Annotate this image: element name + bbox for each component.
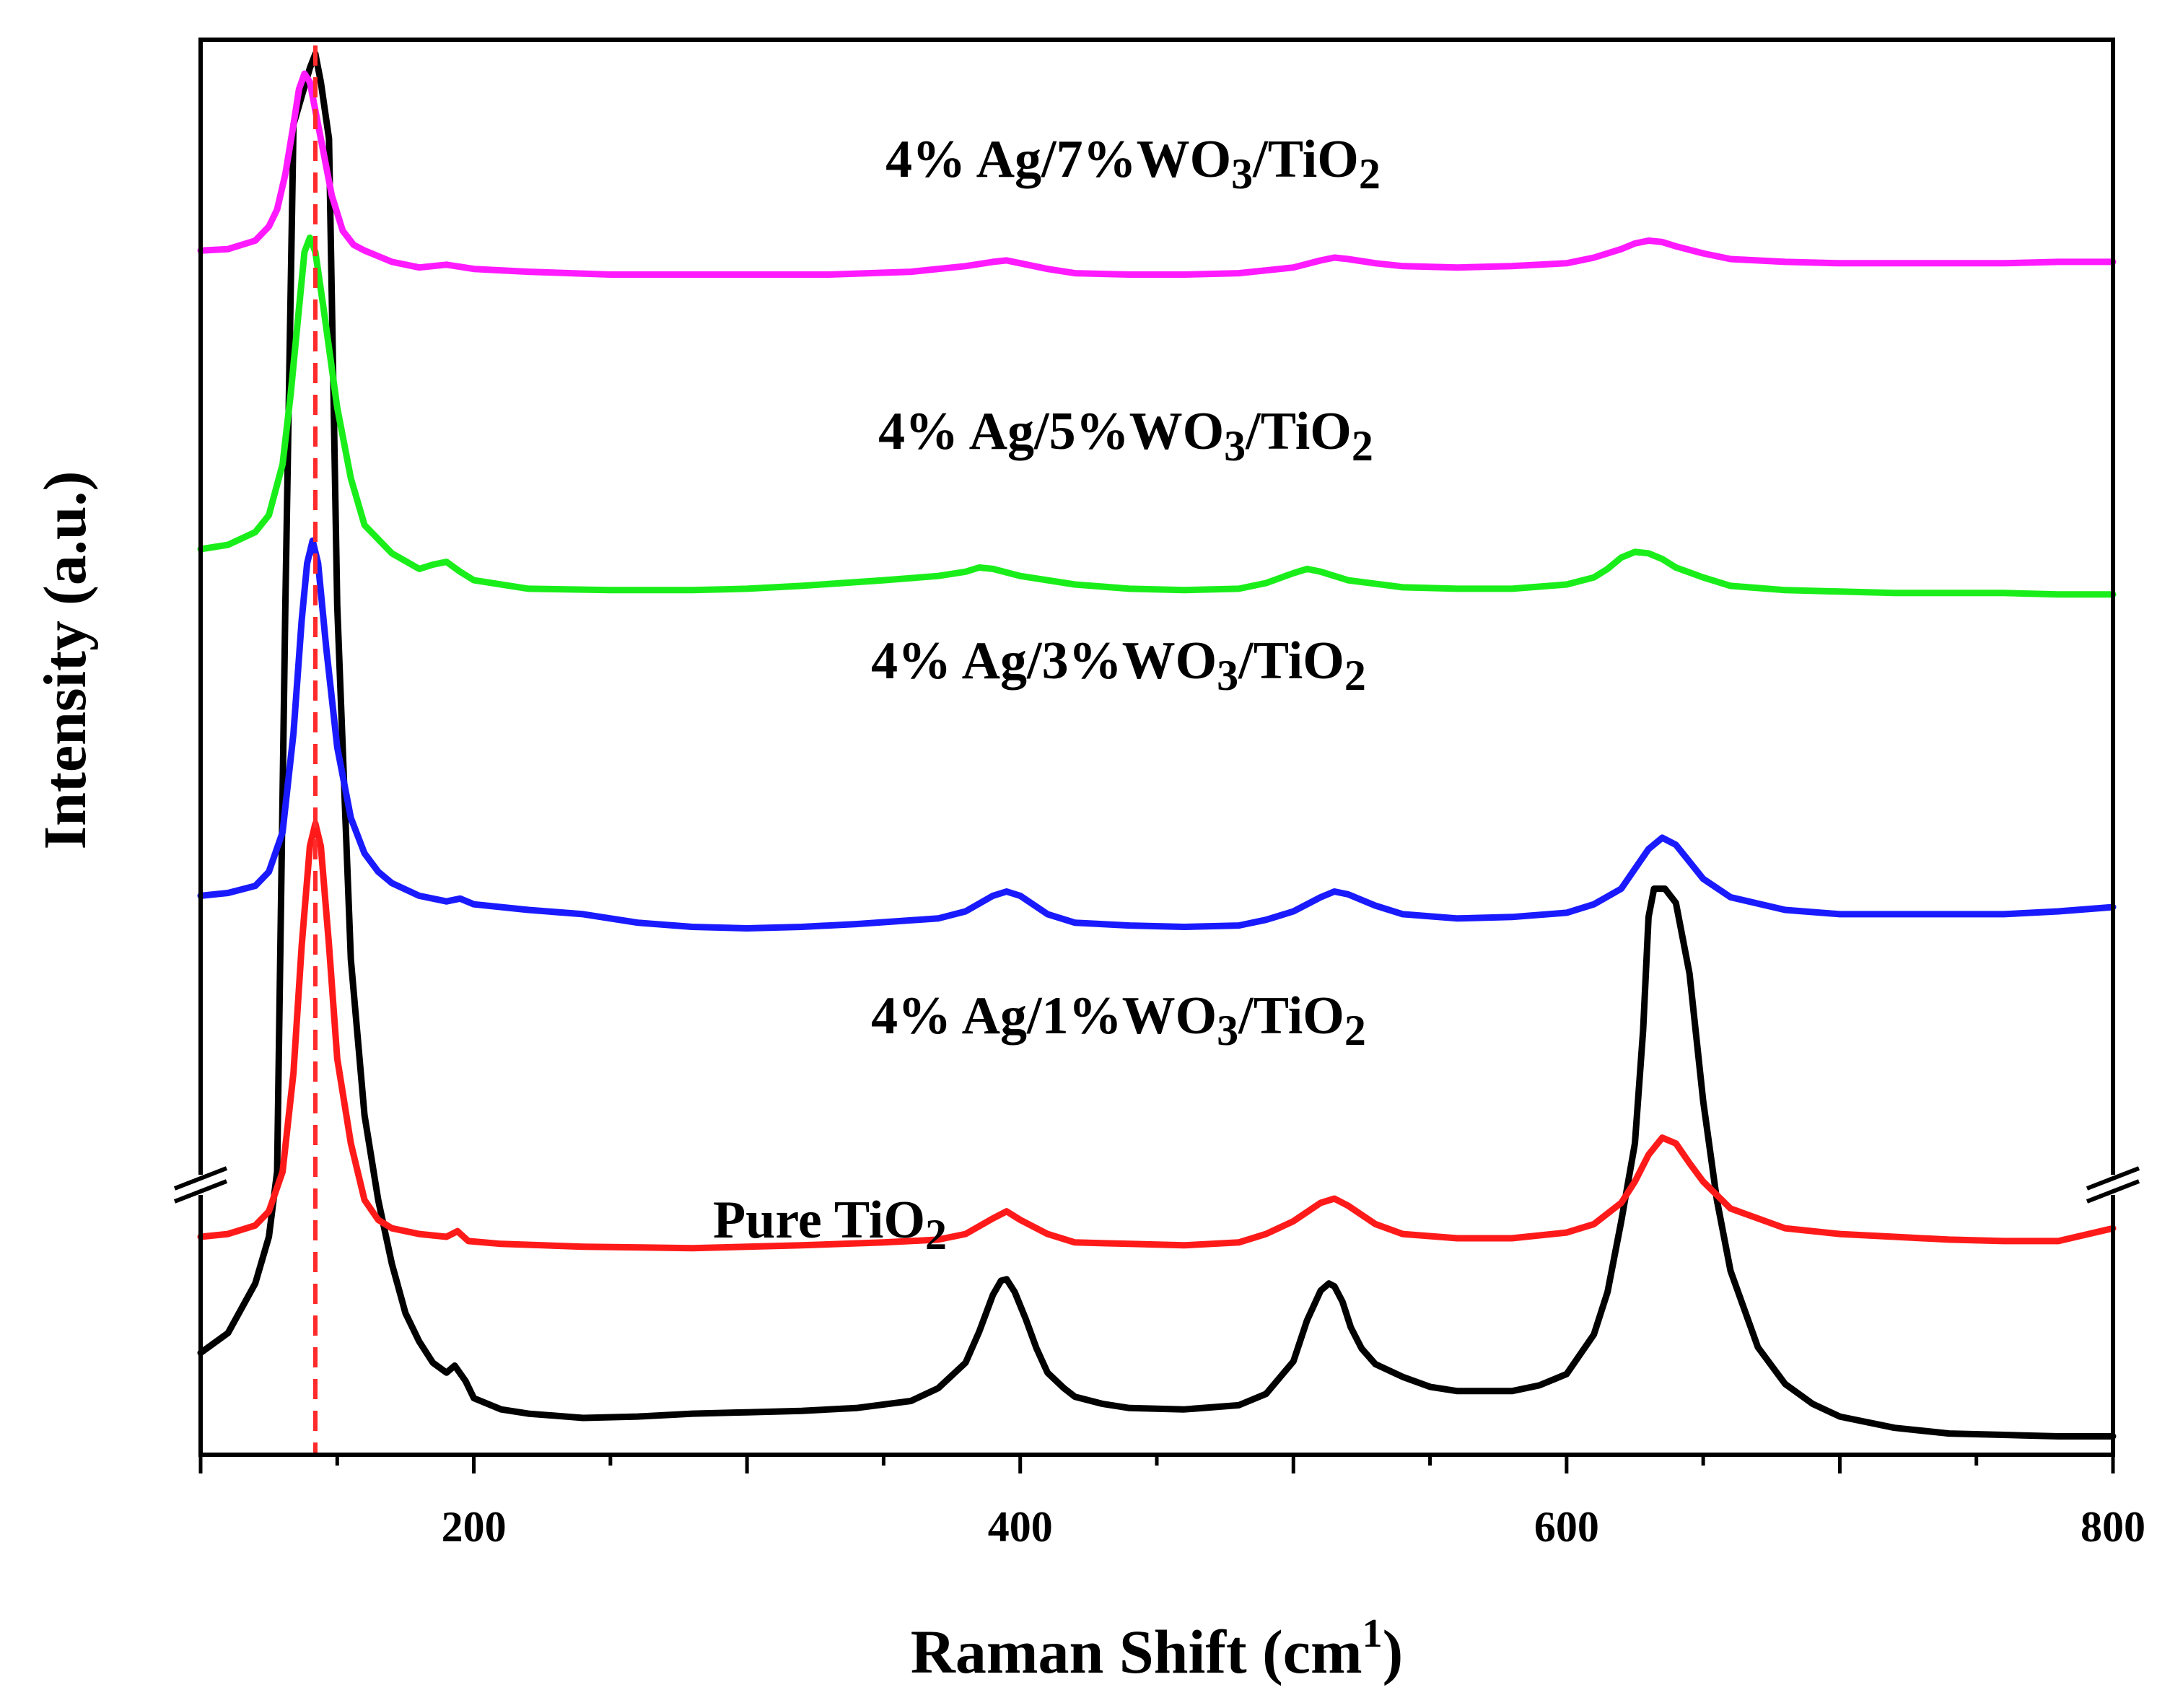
series-label-0-part-0: Pure TiO bbox=[713, 1191, 925, 1250]
series-label-3-part-0: 4% Ag/5%WO bbox=[878, 402, 1224, 461]
series-label-1-part-2: /TiO bbox=[1238, 986, 1344, 1046]
axis-break-slash-1-1 bbox=[2086, 1179, 2140, 1204]
x-tick-label-200: 200 bbox=[442, 1503, 507, 1551]
axis-break-slash-0-1 bbox=[173, 1179, 228, 1204]
series-label-4: 4% Ag/7%WO3/TiO2 bbox=[885, 130, 1381, 198]
series-label-3: 4% Ag/5%WO3/TiO2 bbox=[878, 402, 1373, 470]
series-label-2-part-3: 2 bbox=[1344, 652, 1366, 699]
series-label-4-part-2: /TiO bbox=[1252, 130, 1359, 189]
series-line-1 bbox=[197, 820, 2117, 1252]
series-label-1: 4% Ag/1%WO3/TiO2 bbox=[871, 986, 1366, 1054]
series-label-4-part-3: 2 bbox=[1359, 150, 1381, 198]
y-axis-title: Intensity (a.u.) bbox=[32, 470, 99, 849]
series-label-3-part-2: /TiO bbox=[1245, 402, 1352, 461]
series-line-3 bbox=[197, 235, 2117, 598]
x-axis-title-main: Raman Shift (cm bbox=[911, 1617, 1362, 1686]
series-label-0: Pure TiO2 bbox=[713, 1191, 947, 1258]
x-tick-label-400: 400 bbox=[988, 1503, 1053, 1551]
x-tick-label-800: 800 bbox=[2081, 1503, 2145, 1551]
series-label-2-part-2: /TiO bbox=[1238, 631, 1344, 691]
series-layer bbox=[197, 51, 2117, 1440]
x-axis-title-sup: 1 bbox=[1362, 1611, 1383, 1656]
x-tick-label-600: 600 bbox=[1534, 1503, 1599, 1551]
series-label-4-part-1: 3 bbox=[1231, 150, 1253, 198]
axis-break-slash-1-0 bbox=[2086, 1166, 2140, 1191]
series-label-3-part-3: 2 bbox=[1352, 422, 1373, 470]
series-label-3-part-1: 3 bbox=[1224, 422, 1246, 470]
series-label-4-part-0: 4% Ag/7%WO bbox=[885, 130, 1231, 189]
series-label-1-part-3: 2 bbox=[1344, 1007, 1366, 1054]
series-label-0-part-1: 2 bbox=[925, 1211, 947, 1258]
series-line-4 bbox=[197, 70, 2117, 278]
series-label-2: 4% Ag/3%WO3/TiO2 bbox=[871, 631, 1366, 699]
axis-break-slash-0-0 bbox=[173, 1166, 228, 1191]
series-label-2-part-1: 3 bbox=[1217, 652, 1238, 699]
x-axis-ticks: 200 400 600 800 bbox=[198, 1455, 2145, 1551]
series-label-1-part-1: 3 bbox=[1217, 1007, 1238, 1054]
series-line-0 bbox=[197, 51, 2117, 1440]
x-axis-title-close: ) bbox=[1383, 1617, 1404, 1686]
series-line-2 bbox=[197, 537, 2117, 932]
series-label-1-part-0: 4% Ag/1%WO bbox=[871, 986, 1217, 1046]
x-axis-title: Raman Shift (cm1) bbox=[911, 1611, 1404, 1686]
series-label-2-part-0: 4% Ag/3%WO bbox=[871, 631, 1217, 691]
axis-break-marks bbox=[173, 1166, 2140, 1204]
